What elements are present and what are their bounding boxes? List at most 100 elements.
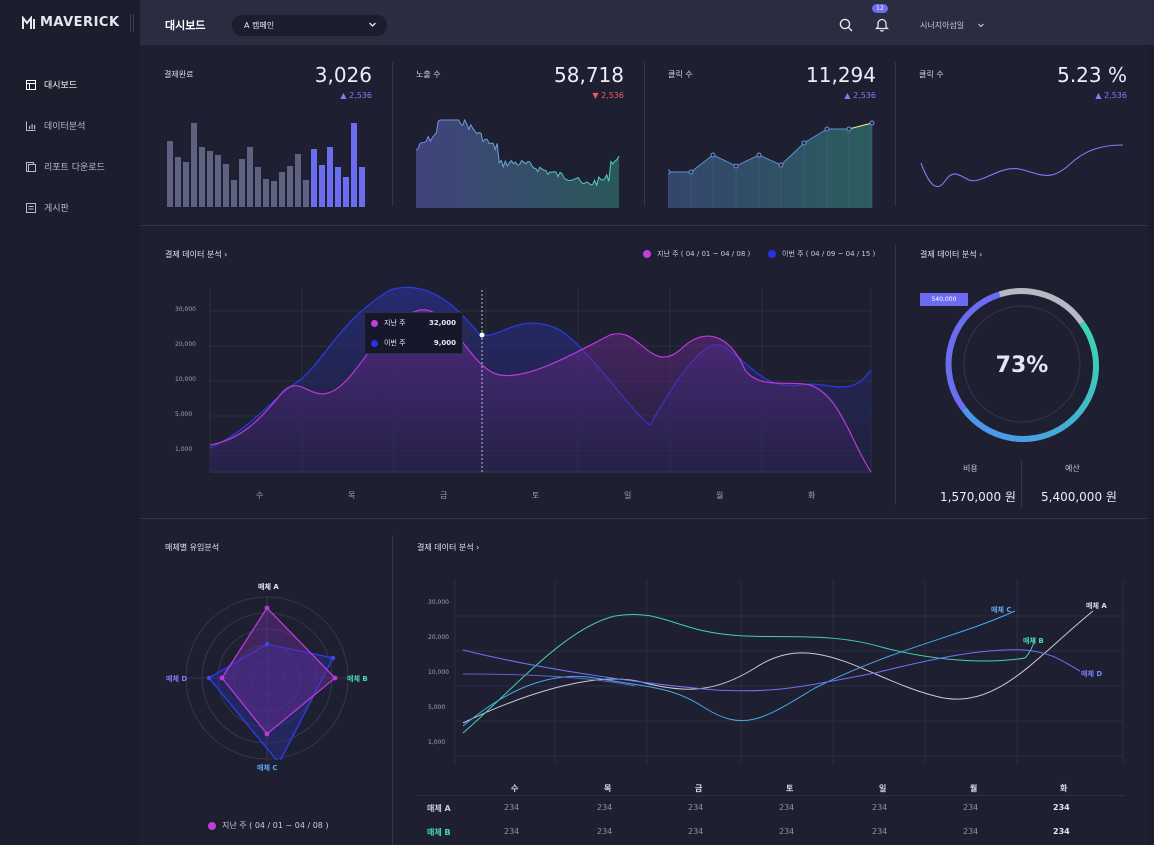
x-tick-label: 토: [532, 491, 540, 500]
sparkline-bar: [255, 167, 261, 207]
gauge-progress-arc: [945, 291, 1001, 411]
table-cell: 234: [872, 827, 888, 836]
divider: [1021, 460, 1022, 508]
sidebar-item-label: 게시판: [44, 204, 69, 214]
table-cell: 234: [1053, 803, 1070, 812]
kpi-card-ctr[interactable]: 클릭 수 5.23 % ▲ 2,536: [895, 45, 1147, 225]
table-cell: 234: [688, 827, 704, 836]
sparkline-bar: [223, 164, 229, 207]
gauge-progress-arc: [961, 321, 1099, 443]
radar-axis-label: 매체 C: [257, 764, 278, 772]
sparkline-bar: [359, 167, 365, 207]
bell-icon[interactable]: [875, 17, 889, 32]
brand-name: MAVERICK: [40, 15, 120, 30]
top-header: 대시보드 A 캠페인: [140, 0, 1154, 45]
brand-logo[interactable]: MAVERICK: [22, 15, 120, 30]
table-column-header: 토: [786, 784, 794, 793]
sidebar-item-dashboard[interactable]: 대시보드: [26, 64, 105, 105]
sparkline-bar: [287, 166, 293, 207]
chevron-down-icon[interactable]: [977, 21, 985, 29]
kpi-line-chart: [668, 120, 875, 208]
sparkline-bar: [167, 141, 173, 207]
kpi-delta: ▼ 2,536: [592, 91, 624, 100]
legend-label: 지난 주 ( 04 / 01 ~ 04 / 08 ): [657, 250, 751, 258]
kpi-delta: ▲ 2,536: [340, 91, 372, 100]
legend-label: 이번 주 ( 04 / 09 ~ 04 / 15 ): [782, 250, 876, 258]
divider: [392, 535, 393, 845]
tooltip-label: 이번 주: [384, 339, 406, 347]
search-icon[interactable]: [839, 18, 853, 32]
kpi-wave-chart: [920, 144, 1124, 187]
sidebar-item-report-download[interactable]: 리포트 다운로드: [26, 146, 105, 187]
series-label-media-a: 매체 A: [1086, 602, 1107, 610]
sparkline-bar: [239, 159, 245, 207]
sparkline-bar: [303, 180, 309, 207]
tooltip-label: 지난 주: [384, 319, 406, 327]
y-tick-label: 5,000: [428, 704, 446, 711]
page-title: 대시보드: [165, 19, 206, 32]
budget-gauge: 73%: [945, 288, 1099, 443]
clicks-point: [778, 162, 784, 168]
chevron-down-icon: [369, 22, 376, 27]
gauge-value-badge: 540,000: [920, 293, 968, 306]
kpi-value: 58,718: [554, 63, 624, 87]
main-chart-title[interactable]: 결제 데이터 분석 ›: [165, 249, 227, 260]
sparkline-bar: [247, 147, 253, 207]
kpi-card-payments[interactable]: 결제완료 3,026 ▲ 2,536: [140, 45, 392, 225]
legend-dot: [371, 319, 378, 327]
logo-mark-icon: [22, 15, 35, 29]
y-tick-label: 5,000: [175, 411, 193, 418]
sparkline-bar: [279, 172, 285, 207]
sidebar-resize-handle[interactable]: [130, 14, 134, 32]
x-tick-label: 수: [256, 491, 264, 500]
campaign-select[interactable]: A 캠페인: [232, 15, 387, 36]
main-area-chart[interactable]: [160, 280, 880, 505]
dashboard-icon: [26, 79, 36, 90]
legend-last-week[interactable]: 지난 주 ( 04 / 01 ~ 04 / 08 ): [643, 249, 750, 259]
sidebar-item-data-analysis[interactable]: 데이터분석: [26, 105, 105, 146]
impressions-area: [416, 120, 619, 208]
media-line-chart[interactable]: [415, 578, 1127, 768]
user-menu[interactable]: 시너지아섬일: [920, 21, 965, 30]
sidebar-item-board[interactable]: 게시판: [26, 187, 105, 228]
series-label-media-d: 매체 D: [1081, 670, 1103, 678]
tooltip-value: 9,000: [433, 339, 456, 347]
y-tick-label: 10,000: [175, 376, 196, 383]
table-row-label: 매체 B: [427, 828, 451, 837]
series-media-a-extra: [462, 673, 636, 687]
divider: [895, 245, 896, 505]
tooltip-row-last-week: 지난 주 32,000: [365, 313, 462, 333]
clicks-line-highlight: [848, 122, 873, 130]
kpi-bar-chart: [167, 123, 365, 207]
series-label-media-c: 매체 C: [991, 606, 1012, 614]
kpi-card-clicks[interactable]: 클릭 수 11,294 ▲ 2,536: [644, 45, 896, 225]
sparkline-bar: [199, 147, 205, 207]
y-tick-label: 20,000: [175, 341, 196, 348]
x-tick-label: 목: [348, 491, 356, 500]
x-tick-label: 화: [808, 491, 816, 500]
lines-chart-title[interactable]: 결제 데이터 분석 ›: [417, 542, 479, 553]
clicks-point: [824, 126, 830, 132]
table-column-header: 수: [511, 784, 519, 793]
legend-dot: [768, 250, 776, 258]
gauge-title[interactable]: 결제 데이터 분석 ›: [920, 249, 982, 260]
clicks-point: [846, 126, 852, 132]
kpi-title: 결제완료: [164, 70, 194, 79]
divider: [392, 62, 393, 206]
y-tick-label: 20,000: [428, 634, 449, 641]
table-cell: 234: [1053, 827, 1070, 836]
radar-legend-last-week[interactable]: 지난 주 ( 04 / 01 ~ 04 / 08 ): [208, 820, 329, 831]
sparkline-bar: [319, 165, 325, 207]
kpi-card-impressions[interactable]: 노출 수 58,718 ▼ 2,536: [392, 45, 644, 225]
table-row-label: 매체 A: [427, 804, 451, 813]
cost-value: 1,570,000 원: [940, 490, 1016, 504]
table-column-header: 화: [1060, 784, 1068, 793]
radar-axis-label: 매체 D: [166, 675, 188, 683]
tooltip-value: 32,000: [428, 319, 456, 327]
kpi-value: 5.23 %: [1057, 63, 1127, 87]
chevron-right-icon: ›: [476, 543, 480, 552]
legend-this-week[interactable]: 이번 주 ( 04 / 09 ~ 04 / 15 ): [768, 249, 875, 259]
x-tick-label: 금: [440, 491, 448, 500]
sparkline-bar: [271, 181, 277, 207]
clicks-point: [668, 169, 671, 175]
